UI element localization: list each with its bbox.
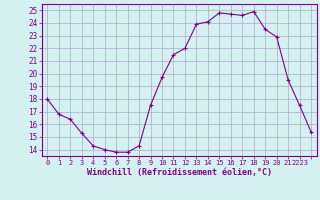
X-axis label: Windchill (Refroidissement éolien,°C): Windchill (Refroidissement éolien,°C) bbox=[87, 168, 272, 177]
